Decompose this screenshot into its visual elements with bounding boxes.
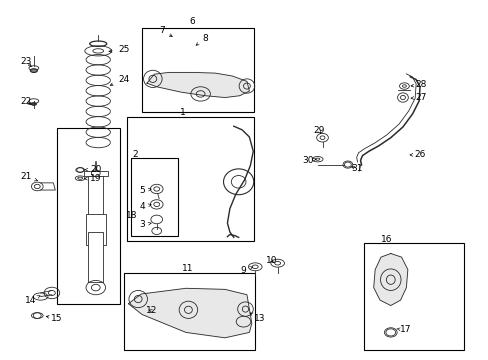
- Text: 5: 5: [139, 186, 151, 195]
- Bar: [363, 243, 463, 350]
- Text: 26: 26: [409, 150, 425, 159]
- Polygon shape: [373, 253, 407, 306]
- Ellipse shape: [30, 69, 37, 72]
- Bar: [57, 128, 120, 304]
- Bar: [131, 158, 177, 235]
- Bar: [88, 232, 103, 282]
- Text: 31: 31: [350, 164, 362, 173]
- Text: 4: 4: [139, 202, 151, 211]
- Ellipse shape: [31, 103, 36, 105]
- Text: 14: 14: [25, 296, 40, 305]
- Text: 10: 10: [265, 256, 277, 265]
- Text: 29: 29: [312, 126, 324, 135]
- Text: 1: 1: [179, 108, 185, 117]
- Bar: [123, 273, 255, 350]
- Text: 23: 23: [20, 57, 32, 67]
- Bar: [85, 214, 106, 244]
- Text: 13: 13: [249, 313, 265, 323]
- Text: 3: 3: [139, 220, 151, 229]
- Bar: [83, 171, 108, 176]
- Bar: [142, 28, 254, 112]
- Bar: [88, 176, 103, 216]
- Polygon shape: [147, 72, 249, 98]
- Text: 24: 24: [110, 75, 129, 86]
- Text: 11: 11: [182, 265, 193, 274]
- Text: 17: 17: [396, 325, 410, 334]
- Text: 28: 28: [410, 81, 426, 90]
- Text: 27: 27: [410, 93, 426, 102]
- Text: 12: 12: [146, 306, 157, 315]
- Text: 16: 16: [380, 235, 392, 244]
- Text: 15: 15: [46, 314, 62, 323]
- Text: 6: 6: [189, 17, 195, 26]
- Text: 25: 25: [109, 45, 129, 54]
- Text: 2: 2: [132, 150, 138, 159]
- Text: 20: 20: [84, 165, 101, 174]
- Polygon shape: [128, 288, 251, 338]
- Text: 19: 19: [84, 174, 102, 183]
- Text: 21: 21: [20, 172, 38, 181]
- Text: 18: 18: [125, 211, 137, 220]
- Text: 7: 7: [159, 26, 172, 37]
- Bar: [127, 117, 254, 241]
- Text: 22: 22: [20, 96, 32, 105]
- Text: 30: 30: [302, 156, 316, 165]
- Text: 8: 8: [196, 34, 208, 45]
- Text: 9: 9: [240, 266, 252, 275]
